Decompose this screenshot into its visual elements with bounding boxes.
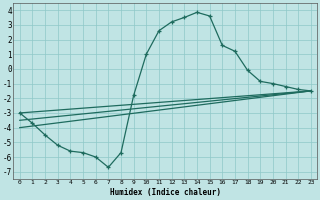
X-axis label: Humidex (Indice chaleur): Humidex (Indice chaleur) <box>110 188 221 197</box>
